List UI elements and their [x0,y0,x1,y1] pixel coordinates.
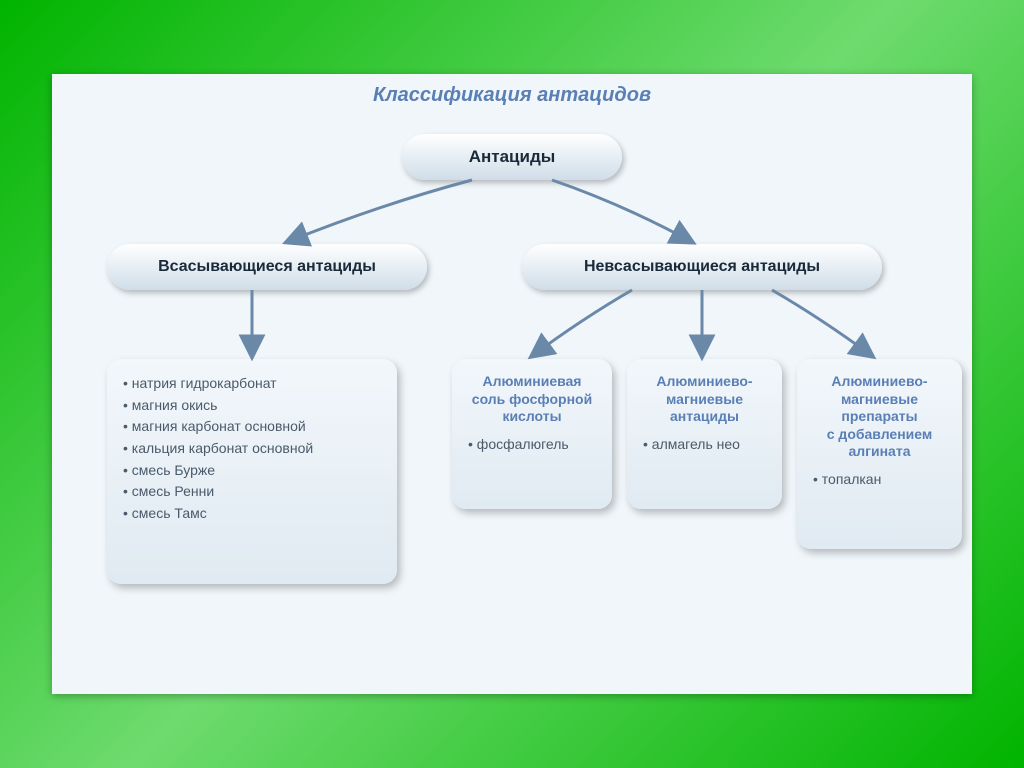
card-c3-items: алмагель нео [643,434,766,456]
node-root-label: Антациды [469,147,556,167]
list-item: магния карбонат основной [123,416,381,438]
node-root: Антациды [402,134,622,180]
list-item: кальция карбонат основной [123,438,381,460]
list-item: смесь Тамс [123,503,381,525]
node-left-label: Всасывающиеся антациды [158,258,376,276]
arrow [287,180,472,242]
list-item: топалкан [813,469,946,491]
card-c2-title: Алюминиеваясоль фосфорнойкислоты [468,373,596,426]
card-al-mg-alginate: Алюминиево-магниевыепрепаратыс добавлени… [797,359,962,549]
list-item: фосфалюгель [468,434,596,456]
arrow [772,290,872,356]
arrow [552,180,692,242]
card-c4-title: Алюминиево-магниевыепрепаратыс добавлени… [813,373,946,461]
arrow [532,290,632,356]
list-item: смесь Ренни [123,481,381,503]
node-right: Невсасывающиеся антациды [522,244,882,290]
node-right-label: Невсасывающиеся антациды [584,258,820,276]
card-aluminium-phosphate: Алюминиеваясоль фосфорнойкислоты фосфалю… [452,359,612,509]
card-absorbable-list: натрия гидрокарбонатмагния окисьмагния к… [107,359,397,584]
list-item: алмагель нео [643,434,766,456]
diagram-canvas: Классификация антацидов Антациды Всасыва… [52,74,972,694]
node-left: Всасывающиеся антациды [107,244,427,290]
list-item: натрия гидрокарбонат [123,373,381,395]
list-item: смесь Бурже [123,460,381,482]
card-al-mg-antacids: Алюминиево-магниевыеантациды алмагель не… [627,359,782,509]
card-absorbable-items: натрия гидрокарбонатмагния окисьмагния к… [123,373,381,525]
card-c3-title: Алюминиево-магниевыеантациды [643,373,766,426]
diagram-title: Классификация антацидов [52,84,972,107]
card-c2-items: фосфалюгель [468,434,596,456]
card-c4-items: топалкан [813,469,946,491]
list-item: магния окись [123,395,381,417]
